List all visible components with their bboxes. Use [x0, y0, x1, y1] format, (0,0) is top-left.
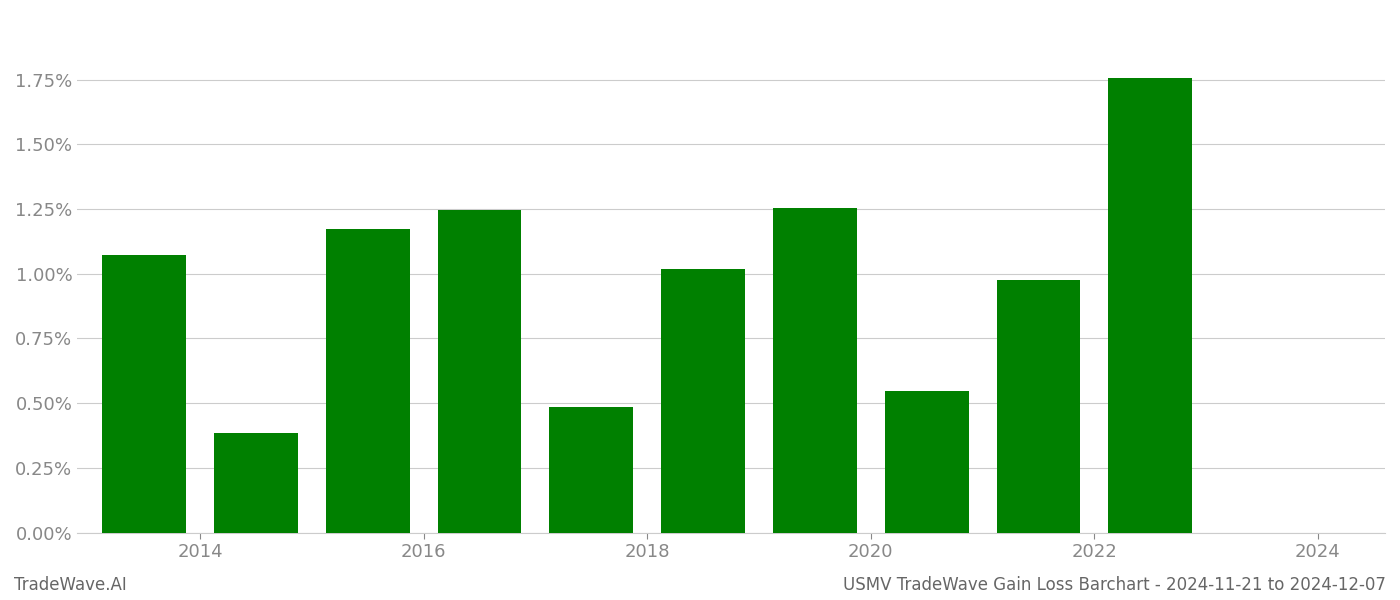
Bar	[997, 280, 1081, 533]
Bar	[1109, 79, 1193, 533]
Bar	[102, 255, 186, 533]
Bar	[549, 407, 633, 533]
Bar	[661, 269, 745, 533]
Text: USMV TradeWave Gain Loss Barchart - 2024-11-21 to 2024-12-07: USMV TradeWave Gain Loss Barchart - 2024…	[843, 576, 1386, 594]
Bar	[214, 433, 298, 533]
Bar	[885, 391, 969, 533]
Bar	[438, 211, 521, 533]
Text: TradeWave.AI: TradeWave.AI	[14, 576, 127, 594]
Bar	[773, 208, 857, 533]
Bar	[326, 229, 410, 533]
